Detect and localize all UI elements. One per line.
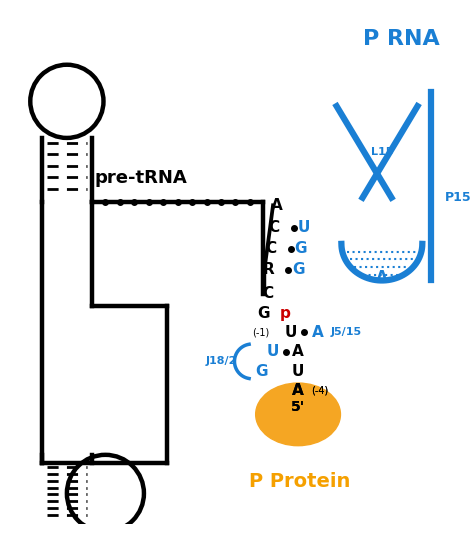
Text: C: C	[265, 241, 277, 256]
Text: (-1): (-1)	[252, 327, 269, 337]
Text: P15: P15	[445, 191, 471, 204]
Text: 5': 5'	[291, 399, 305, 414]
Text: R: R	[262, 262, 274, 277]
Text: p: p	[280, 306, 291, 321]
Text: G: G	[257, 306, 270, 321]
Text: C: C	[263, 286, 274, 302]
Text: A: A	[376, 270, 388, 285]
Text: G: G	[292, 262, 304, 277]
Text: L15: L15	[371, 147, 393, 158]
Text: J18/2: J18/2	[206, 356, 237, 366]
Text: (-4): (-4)	[311, 386, 329, 395]
Text: (-4): (-4)	[311, 386, 329, 395]
Text: pre-tRNA: pre-tRNA	[95, 169, 187, 187]
Text: U: U	[298, 220, 310, 235]
Ellipse shape	[255, 383, 340, 446]
Text: A: A	[292, 383, 304, 398]
Text: J5/15: J5/15	[331, 327, 362, 337]
Text: C: C	[268, 220, 280, 235]
Text: 5': 5'	[291, 399, 305, 414]
Text: P RNA: P RNA	[363, 29, 439, 49]
Text: A: A	[271, 198, 283, 213]
Text: U: U	[292, 364, 304, 379]
Text: A: A	[311, 325, 323, 340]
Text: A: A	[292, 383, 304, 398]
Text: U: U	[284, 325, 297, 340]
Text: P Protein: P Protein	[249, 472, 351, 491]
Text: A: A	[292, 344, 304, 359]
Text: G: G	[295, 241, 307, 256]
Text: U: U	[267, 344, 279, 359]
Text: G: G	[255, 364, 268, 379]
